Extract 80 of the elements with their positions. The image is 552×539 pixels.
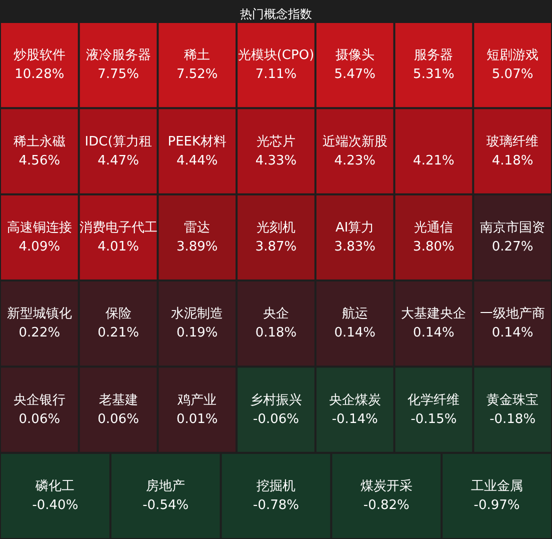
category-label: 新型城镇化: [6, 306, 72, 322]
category-label: 黄金珠宝: [486, 392, 539, 408]
category-label: 液冷服务器: [86, 48, 151, 64]
data-label: 10.28%: [14, 67, 64, 82]
data-label: 4.44%: [176, 153, 218, 168]
data-label: 4.18%: [492, 153, 534, 168]
category-label: 稀土永磁: [13, 133, 66, 150]
category-label: 雷达: [184, 220, 210, 236]
category-label: 老基建: [98, 392, 138, 408]
category-label: 摄像头: [335, 48, 374, 64]
category-label: 一级地产商: [480, 306, 546, 322]
data-label: -0.06%: [253, 412, 299, 427]
category-label: 航运: [342, 306, 368, 322]
category-label: 南京市国资: [480, 220, 546, 236]
category-label: 央企煤炭: [328, 392, 381, 408]
data-label: -0.54%: [142, 498, 189, 513]
category-label: AI算力: [335, 220, 374, 236]
category-label: 房地产: [146, 478, 186, 494]
data-label: 4.01%: [98, 239, 139, 254]
data-label: 0.14%: [413, 326, 454, 341]
category-label: 玻璃纤维: [486, 134, 539, 150]
category-label: PEEK材料: [168, 134, 227, 150]
category-label: 水泥制造: [171, 306, 224, 322]
category-label: 保险: [105, 306, 132, 322]
category-label: 稀土: [184, 48, 210, 64]
category-label: 央企: [263, 306, 289, 322]
category-label: 消费电子代工: [79, 220, 158, 236]
data-label: 0.01%: [176, 412, 218, 427]
category-label: IDC(算力租: [84, 134, 152, 150]
category-label: 央企银行: [13, 392, 66, 408]
category-label: 高速铜连接: [6, 219, 72, 236]
category-label: 近端次新股: [322, 134, 388, 150]
data-label: -0.14%: [332, 412, 378, 427]
data-label: -0.82%: [363, 498, 410, 513]
category-label: 炒股软件: [13, 48, 66, 64]
category-label: 短剧游戏: [486, 48, 539, 64]
data-label: 4.47%: [98, 153, 139, 168]
data-label: 0.06%: [18, 412, 60, 427]
category-label: 工业金属: [470, 478, 523, 494]
data-label: 4.21%: [413, 153, 454, 168]
data-label: 0.19%: [176, 326, 218, 341]
data-label: 0.22%: [18, 326, 60, 341]
category-label: 大基建央企: [401, 306, 466, 322]
data-label: 0.21%: [98, 326, 139, 341]
data-label: 3.89%: [176, 239, 218, 254]
data-label: 5.47%: [334, 67, 376, 82]
category-label: 光刻机: [256, 220, 296, 236]
data-label: 0.18%: [255, 326, 297, 341]
category-label: 光通信: [414, 220, 454, 236]
category-label: 挖掘机: [256, 478, 296, 494]
data-label: -0.15%: [410, 412, 457, 427]
data-label: 5.07%: [492, 67, 534, 82]
data-label: 3.83%: [334, 239, 376, 254]
data-label: 3.87%: [255, 239, 297, 254]
data-label: 7.75%: [98, 67, 139, 82]
category-label: 鸡产业: [176, 392, 217, 408]
category-label: 光芯片: [256, 134, 296, 150]
data-label: -0.40%: [32, 498, 78, 513]
data-label: -0.97%: [474, 498, 520, 513]
data-label: 4.09%: [18, 239, 60, 254]
data-label: 0.06%: [98, 412, 139, 427]
data-label: 0.27%: [492, 239, 534, 254]
category-label: 煤炭开采: [360, 478, 412, 494]
category-label: 乡村振兴: [250, 392, 302, 408]
data-label: 4.33%: [255, 153, 297, 168]
data-label: 4.56%: [18, 153, 60, 168]
category-label: 服务器: [414, 48, 454, 64]
category-label: 磷化工: [34, 478, 75, 494]
data-label: 3.80%: [413, 239, 454, 254]
category-label: 化学纤维: [408, 392, 460, 408]
category-label: 光模块(CPO): [238, 48, 314, 64]
data-label: 5.31%: [413, 67, 454, 82]
data-label: -0.78%: [253, 498, 299, 513]
data-label: 0.14%: [492, 326, 534, 341]
data-label: -0.18%: [490, 412, 536, 427]
text: 热门概念指数: [240, 7, 312, 21]
data-label: 0.14%: [334, 326, 376, 341]
data-label: 7.11%: [255, 67, 297, 82]
data-label: 7.52%: [176, 67, 218, 82]
data-label: 4.23%: [334, 153, 376, 168]
